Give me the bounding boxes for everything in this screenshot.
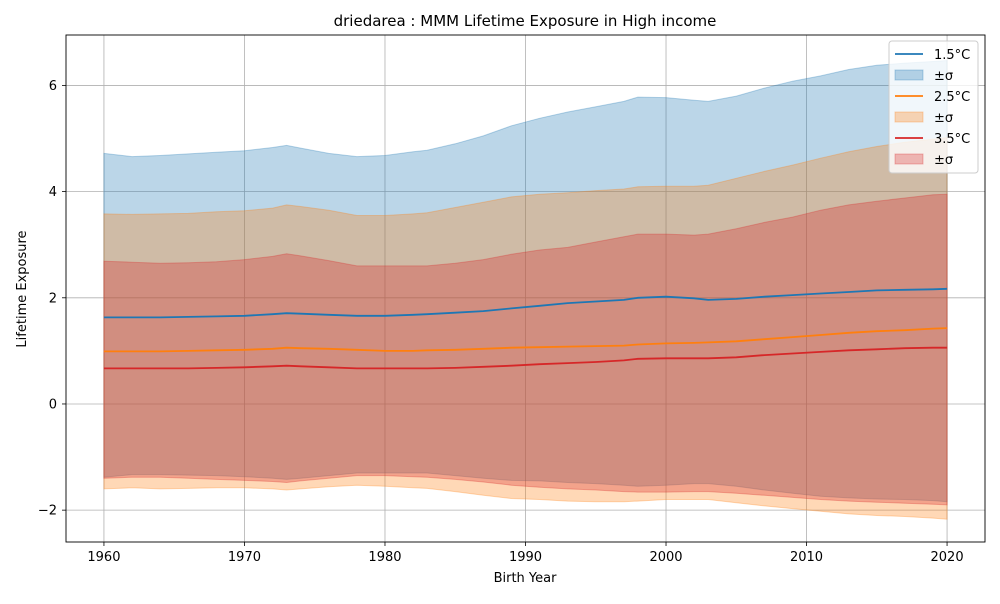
legend-band-swatch bbox=[894, 153, 924, 165]
grid-lines bbox=[66, 35, 985, 542]
y-axis-label: Lifetime Exposure bbox=[15, 230, 30, 347]
legend: 1.5°C ±σ 2.5°C ±σ 3.5°C ±σ bbox=[888, 40, 979, 174]
x-tick-label: 2010 bbox=[790, 550, 823, 565]
std-band bbox=[103, 59, 948, 503]
legend-label: 2.5°C bbox=[934, 90, 970, 105]
chart-title: driedarea : MMM Lifetime Exposure in Hig… bbox=[334, 12, 717, 30]
legend-label: 3.5°C bbox=[934, 132, 970, 147]
legend-label: ±σ bbox=[934, 111, 953, 126]
x-tick-label: 2020 bbox=[931, 550, 964, 565]
y-tick-label: 6 bbox=[49, 79, 57, 94]
x-tick-label: 2000 bbox=[649, 550, 682, 565]
std-band bbox=[103, 193, 948, 506]
mean-line bbox=[103, 327, 948, 353]
std-bands bbox=[103, 59, 948, 520]
legend-label: ±σ bbox=[934, 69, 953, 84]
y-tick-label: −2 bbox=[38, 504, 57, 519]
std-band bbox=[103, 136, 948, 520]
legend-label: 1.5°C bbox=[934, 48, 970, 63]
x-axis-ticks: 1960 1970 1980 1990 2000 2010 2020 bbox=[87, 542, 964, 565]
mean-line bbox=[103, 346, 948, 370]
x-tick-label: 1990 bbox=[509, 550, 542, 565]
legend-band-swatch bbox=[894, 111, 924, 123]
y-tick-label: 4 bbox=[49, 185, 57, 200]
y-tick-label: 2 bbox=[49, 291, 57, 306]
x-axis-label: Birth Year bbox=[494, 571, 558, 586]
x-tick-label: 1960 bbox=[87, 550, 120, 565]
mean-line bbox=[103, 287, 948, 319]
x-tick-label: 1980 bbox=[368, 550, 401, 565]
x-tick-label: 1970 bbox=[228, 550, 261, 565]
y-tick-label: 0 bbox=[49, 397, 57, 412]
legend-label: ±σ bbox=[934, 153, 953, 168]
legend-band-swatch bbox=[894, 69, 924, 81]
legend-box bbox=[888, 40, 979, 174]
y-axis-ticks: −2 0 2 4 6 bbox=[38, 79, 66, 519]
mean-lines bbox=[103, 287, 948, 370]
